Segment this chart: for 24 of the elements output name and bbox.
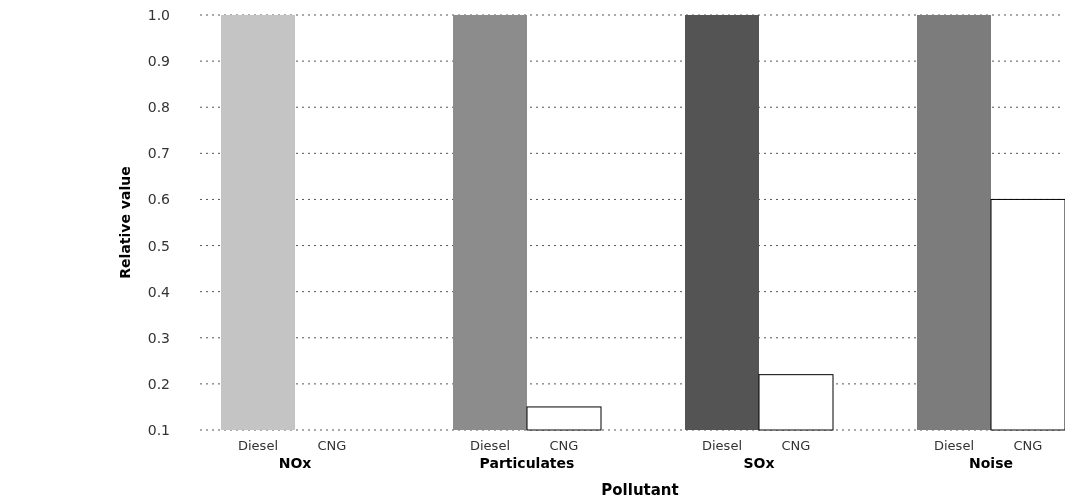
y-tick-label: 1.0 [147,6,170,23]
text: CNG [1013,438,1043,453]
text: CNG [781,438,811,453]
y-tick-label: 0.9 [147,53,170,70]
series-label: CNG [549,438,579,453]
x-axis-title: Pollutant [601,481,679,499]
y-axis-title: Relative value [117,166,133,279]
y-tick-label: 0.5 [147,237,170,254]
y-tick-label: 0.4 [147,283,171,300]
x-tick-label: SOx [743,455,775,471]
x-tick-label: NOx [278,455,312,471]
y-tick-label: 0.1 [147,421,170,438]
y-tick-label: 0.6 [147,191,171,208]
series-label: Diesel [237,438,279,453]
y-tick-label: 0.2 [147,375,170,392]
text: CNG [317,438,347,453]
y-tick-label: 0.7 [147,145,170,162]
text: Diesel [469,438,511,453]
text: Diesel [701,438,743,453]
text: Diesel [933,438,975,453]
x-tick-label: Noise [969,455,1013,471]
y-tick-label: 0.3 [147,329,170,346]
x-tick-label: Particulates [479,455,575,471]
y-tick-label: 0.8 [147,99,170,116]
